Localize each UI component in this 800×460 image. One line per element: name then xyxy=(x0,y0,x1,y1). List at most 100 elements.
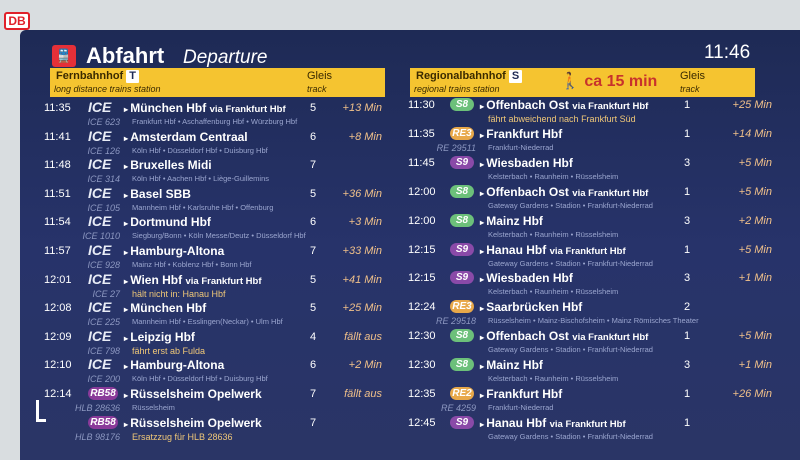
departure-row[interactable]: 12:35 RE2 RE 4259 ▸ Frankfurt Hbf Frankfurt… xyxy=(392,387,792,416)
via-label: via Frankfurt Hbf xyxy=(185,275,262,287)
departure-row[interactable]: 12:15 S9 ▸ Wiesbaden Hbf Kelsterbach • Rau… xyxy=(392,271,792,300)
destination: Hanau Hbf xyxy=(486,242,547,257)
destination: Mainz Hbf xyxy=(486,213,543,228)
ice-logo: ICE xyxy=(88,356,112,373)
departure-row[interactable]: 11:30 S8 ▸ Offenbach Ost via Frankfurt Hbf… xyxy=(392,98,792,127)
via-stops: Köln Hbf • Düsseldorf Hbf • Duisburg Hbf xyxy=(132,374,268,384)
train-number: ICE 105 xyxy=(87,202,120,213)
train-icon: 🚆 xyxy=(52,45,76,67)
departure-row[interactable]: 11:35 ICE ICE 623 ▸ München Hbf via Frankfu… xyxy=(20,100,390,130)
arrow-right-icon: ▸ xyxy=(480,362,487,372)
track-number: 7 xyxy=(310,245,317,257)
destination: Offenbach Ost xyxy=(486,184,569,199)
via-stops: Frankfurt Hbf • Aschaffenburg Hbf • Würz… xyxy=(132,117,298,126)
via-label: via Frankfurt Hbf xyxy=(572,101,649,112)
via-label: via Frankfurt Hbf xyxy=(549,418,626,430)
departure-row[interactable]: 12:24 RE3 RE 29518 ▸ Saarbrücken Hbf Rüssel… xyxy=(392,300,792,329)
departure-row[interactable]: 11:35 RE3 RE 29511 ▸ Frankfurt Hbf Frankfur… xyxy=(392,126,792,156)
departure-row[interactable]: 12:10 ICE ICE 200 ▸ Hamburg-Altona Köln Hbf… xyxy=(20,356,390,387)
replacement-connector-icon xyxy=(36,400,46,422)
train-number: ICE 798 xyxy=(87,345,120,356)
station-name: Regionalbahnhof xyxy=(416,70,506,82)
destination: Hamburg-Altona xyxy=(130,358,225,373)
destination: München Hbf xyxy=(130,101,207,115)
departure-row[interactable]: 11:45 S9 ▸ Wiesbaden Hbf Kelsterbach • Rau… xyxy=(392,155,792,185)
track-number: 1 xyxy=(684,127,691,140)
track-number: 3 xyxy=(684,156,691,169)
via-stops: Frankfurt-Niederrad xyxy=(488,142,554,152)
ice-logo: ICE xyxy=(88,242,112,258)
delay: fällt aus xyxy=(344,388,382,400)
via-stops: Siegburg/Bonn • Köln Messe/Deutz • Düsse… xyxy=(132,231,306,241)
destination: Wiesbaden Hbf xyxy=(486,271,573,286)
departure-row[interactable]: 11:57 ICE ICE 928 ▸ Hamburg-Altona Mainz Hb… xyxy=(20,242,390,273)
ice-logo: ICE xyxy=(88,127,112,144)
delay: +2 Min xyxy=(738,214,772,227)
ice-logo: ICE xyxy=(88,270,112,287)
departure-row[interactable]: 12:08 ICE ICE 225 ▸ München Hbf Mannheim Hb… xyxy=(20,299,390,330)
track-number: 7 xyxy=(310,416,317,429)
gleis-label: Gleis xyxy=(307,70,333,82)
line-badge: S9 xyxy=(450,242,474,256)
departure-time: 12:00 xyxy=(408,185,436,198)
via-stops: Rüsselsheim xyxy=(132,403,175,412)
departure-time: 11:41 xyxy=(44,130,71,143)
ice-logo: ICE xyxy=(88,299,112,316)
departure-row[interactable]: 12:01 ICE ICE 27 ▸ Wien Hbf via Frankfurt H… xyxy=(20,270,390,302)
destination: Wiesbaden Hbf xyxy=(486,155,573,170)
destination: Hamburg-Altona xyxy=(130,244,225,258)
departure-row[interactable]: 12:00 S8 ▸ Offenbach Ost via Frankfurt Hbf… xyxy=(392,184,792,214)
arrow-right-icon: ▸ xyxy=(124,105,131,114)
service-note: fährt abweichend nach Frankfurt Süd xyxy=(488,114,636,124)
page-title-en: Departure xyxy=(183,47,268,68)
via-stops: Mainz Hbf • Koblenz Hbf • Bonn Hbf xyxy=(132,260,252,269)
arrow-right-icon: ▸ xyxy=(124,248,131,257)
train-number: RE 29518 xyxy=(435,316,476,327)
track-number: 3 xyxy=(684,272,691,285)
departure-row[interactable]: RB58 HLB 98176 ▸ Rüsselsheim Opelwerk Ersa… xyxy=(20,415,390,445)
departure-row[interactable]: 12:30 S8 ▸ Offenbach Ost via Frankfurt Hbf… xyxy=(392,329,792,358)
train-number: ICE 27 xyxy=(92,288,120,299)
ice-logo: ICE xyxy=(88,156,112,173)
delay: +26 Min xyxy=(732,388,772,400)
train-number: ICE 314 xyxy=(87,174,120,185)
track-number: 1 xyxy=(684,243,691,256)
arrow-right-icon: ▸ xyxy=(480,275,487,285)
via-stops: Mannheim Hbf • Esslingen(Neckar) • Ulm H… xyxy=(132,317,283,327)
departure-time: 12:30 xyxy=(408,330,436,343)
departure-row[interactable]: 11:41 ICE ICE 126 ▸ Amsterdam Centraal Köln… xyxy=(20,127,390,159)
track-number: 6 xyxy=(310,216,317,229)
departure-time: 12:01 xyxy=(44,273,72,286)
destination: Bruxelles Midi xyxy=(130,158,212,173)
departure-row[interactable]: 12:45 S9 ▸ Hanau Hbf via Frankfurt Hbf Gate… xyxy=(392,415,792,445)
arrow-right-icon: ▸ xyxy=(124,362,131,372)
delay: +41 Min xyxy=(342,273,382,286)
long-distance-header: Fernbahnhof T long distance trains statio… xyxy=(50,68,385,97)
via-label: via Frankfurt Hbf xyxy=(209,104,286,115)
departure-row[interactable]: 12:14 RB58 HLB 28636 ▸ Rüsselsheim Opelwerk… xyxy=(20,387,390,416)
departure-time: 12:24 xyxy=(408,301,436,314)
via-stops: Gateway Gardens • Stadion • Frankfurt-Ni… xyxy=(488,345,653,355)
line-badge: RE2 xyxy=(450,387,474,400)
departure-row[interactable]: 11:48 ICE ICE 314 ▸ Bruxelles Midi Köln Hbf… xyxy=(20,156,390,187)
delay: +1 Min xyxy=(738,272,772,285)
departure-row[interactable]: 12:15 S9 ▸ Hanau Hbf via Frankfurt Hbf Gate… xyxy=(392,242,792,272)
track-number: 4 xyxy=(310,330,317,343)
track-number: 5 xyxy=(310,302,317,315)
departure-time: 11:48 xyxy=(44,159,71,172)
departure-row[interactable]: 11:54 ICE ICE 1010 ▸ Dortmund Hbf Siegburg/… xyxy=(20,214,390,244)
service-note: Ersatzzug für HLB 28636 xyxy=(132,431,233,442)
departure-row[interactable]: 11:51 ICE ICE 105 ▸ Basel SBB Mannheim Hbf … xyxy=(20,185,390,216)
train-number: HLB 28636 xyxy=(74,403,120,413)
track-number: 6 xyxy=(310,130,317,143)
line-badge: S9 xyxy=(450,271,474,285)
line-badge: S8 xyxy=(450,98,474,111)
departure-row[interactable]: 12:09 ICE ICE 798 ▸ Leipzig Hbf fährt erst … xyxy=(20,328,390,359)
line-badge: S8 xyxy=(450,184,474,198)
departure-row[interactable]: 12:00 S8 ▸ Mainz Hbf Kelsterbach • Raunhei… xyxy=(392,213,792,243)
via-label: via Frankfurt Hbf xyxy=(572,332,649,344)
departure-row[interactable]: 12:30 S8 ▸ Mainz Hbf Kelsterbach • Raunhei… xyxy=(392,358,792,387)
arrow-right-icon: ▸ xyxy=(480,102,487,111)
departure-time: 11:54 xyxy=(44,216,71,229)
arrow-right-icon: ▸ xyxy=(480,188,487,198)
